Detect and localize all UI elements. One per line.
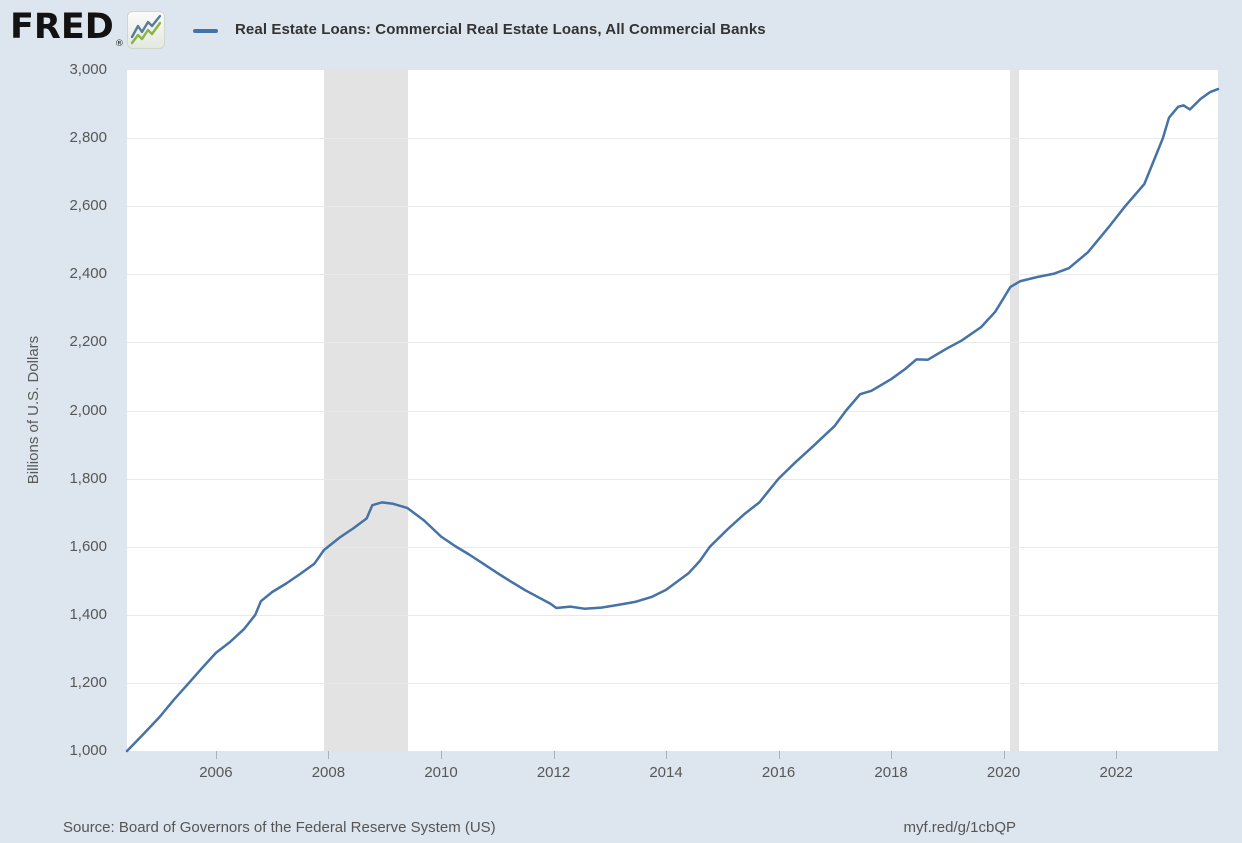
y-tick-label: 1,800 (69, 469, 107, 487)
gridline (127, 274, 1218, 276)
legend-line-marker (193, 29, 218, 33)
x-tick-mark (553, 751, 555, 759)
sparkline-chart-icon (127, 11, 165, 49)
x-tick-label: 2018 (874, 764, 908, 781)
gridline (127, 410, 1218, 412)
x-tick-mark (328, 751, 330, 759)
x-tick-mark (441, 751, 442, 759)
y-tick-label: 1,600 (69, 537, 107, 555)
x-tick-label: 2016 (761, 764, 796, 781)
x-tick-mark (1003, 751, 1005, 759)
gridline (127, 206, 1218, 208)
x-tick-label: 2008 (311, 764, 346, 781)
y-tick-label: 2,600 (69, 197, 107, 215)
gridline (127, 342, 1218, 344)
series-line (125, 87, 1220, 753)
x-tick-mark (891, 751, 893, 759)
fred-logo-text: FRED (10, 7, 114, 47)
x-tick-label: 2022 (1099, 764, 1133, 781)
header: FRED® Real Estate Loans: Commercial Real… (0, 0, 1242, 60)
x-tick-label: 2014 (649, 764, 683, 781)
registered-trademark-icon: ® (114, 39, 124, 49)
y-tick-label: 2,800 (69, 129, 107, 147)
y-tick-label: 1,400 (69, 605, 107, 623)
y-tick-label: 2,400 (69, 265, 107, 283)
y-tick-label: 1,000 (69, 742, 107, 759)
gridline (127, 614, 1218, 616)
y-tick-label: 1,200 (69, 673, 107, 691)
y-tick-label: 3,000 (69, 61, 107, 78)
x-tick-mark (666, 751, 667, 759)
gridline (127, 546, 1218, 548)
gridline (127, 478, 1218, 480)
plot-area[interactable] (125, 70, 1220, 753)
source-text: Source: Board of Governors of the Federa… (63, 819, 496, 836)
x-tick-mark (1116, 751, 1118, 759)
x-tick-label: 2010 (424, 764, 458, 781)
gridline (127, 138, 1218, 140)
x-tick-mark (215, 751, 217, 759)
fred-logo[interactable]: FRED® (10, 6, 124, 65)
permalink[interactable]: myf.red/g/1cbQP (903, 819, 1016, 836)
y-tick-label: 2,000 (69, 401, 107, 419)
x-tick-label: 2012 (536, 764, 571, 781)
x-tick-label: 2006 (199, 764, 233, 781)
data-line-layer (125, 87, 1220, 753)
y-tick-label: 2,200 (69, 333, 107, 351)
x-tick-label: 2020 (986, 764, 1021, 781)
gridline (127, 682, 1218, 684)
x-tick-mark (778, 751, 780, 759)
series-title: Real Estate Loans: Commercial Real Estat… (235, 21, 766, 38)
